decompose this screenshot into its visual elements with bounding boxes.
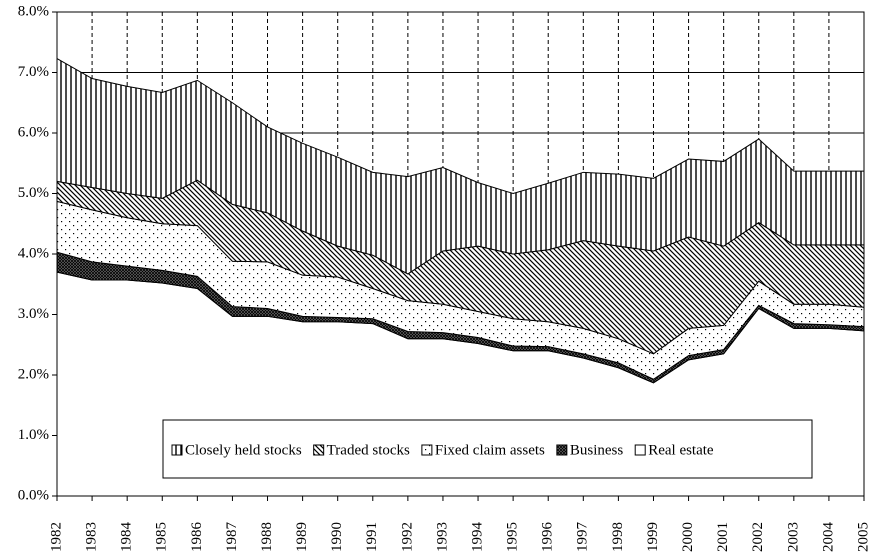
- legend: Closely held stocks Traded stocks Fixed cl…: [162, 419, 813, 479]
- legend-label: Traded stocks: [327, 442, 410, 458]
- y-tick-label: 2.0%: [18, 366, 49, 382]
- legend-label: Business: [570, 442, 624, 458]
- x-tick-label: 2000: [680, 522, 696, 552]
- x-tick-label: 2004: [820, 522, 836, 553]
- plot-frame: [56, 11, 865, 497]
- y-tick-label: 7.0%: [18, 64, 49, 80]
- y-tick-label: 6.0%: [18, 124, 49, 140]
- x-tick-label: 1990: [329, 522, 345, 552]
- x-tick-label: 2003: [785, 522, 801, 552]
- legend-swatch: [556, 444, 568, 456]
- x-tick-label: 1985: [154, 522, 170, 552]
- x-tick-label: 1994: [469, 522, 485, 553]
- x-tick-label: 1984: [119, 522, 135, 553]
- x-tick-label: 2002: [750, 522, 766, 552]
- y-tick-label: 1.0%: [18, 427, 49, 443]
- x-tick-label: 1987: [224, 522, 240, 553]
- legend-swatch: [313, 444, 325, 456]
- y-tick-label: 8.0%: [18, 3, 49, 19]
- legend-label: Real estate: [648, 442, 714, 458]
- x-tick-label: 1996: [540, 522, 556, 553]
- y-tick-label: 4.0%: [18, 245, 49, 261]
- x-tick-label: 1992: [399, 522, 415, 552]
- x-tick-label: 1988: [259, 522, 275, 552]
- x-tick-label: 1982: [48, 522, 64, 552]
- x-tick-label: 1989: [294, 522, 310, 552]
- x-tick-label: 1999: [645, 522, 661, 552]
- x-tick-label: 2005: [855, 522, 871, 552]
- x-tick-label: 1986: [189, 522, 205, 553]
- legend-swatch: [634, 444, 646, 456]
- y-tick-label: 5.0%: [18, 185, 49, 201]
- x-tick-label: 1993: [434, 522, 450, 552]
- x-tick-label: 2001: [715, 522, 731, 552]
- x-tick-label: 1998: [610, 522, 626, 552]
- legend-label: Fixed claim assets: [435, 442, 545, 458]
- x-tick-label: 1983: [84, 522, 100, 552]
- legend-box: [162, 419, 813, 479]
- legend-label: Closely held stocks: [185, 442, 302, 458]
- y-tick-label: 3.0%: [18, 306, 49, 322]
- y-tick-label: 0.0%: [18, 487, 49, 503]
- x-tick-label: 1991: [364, 522, 380, 552]
- legend-swatch: [171, 444, 183, 456]
- x-tick-label: 1995: [505, 522, 521, 552]
- legend-swatch: [421, 444, 433, 456]
- x-tick-label: 1997: [575, 522, 591, 553]
